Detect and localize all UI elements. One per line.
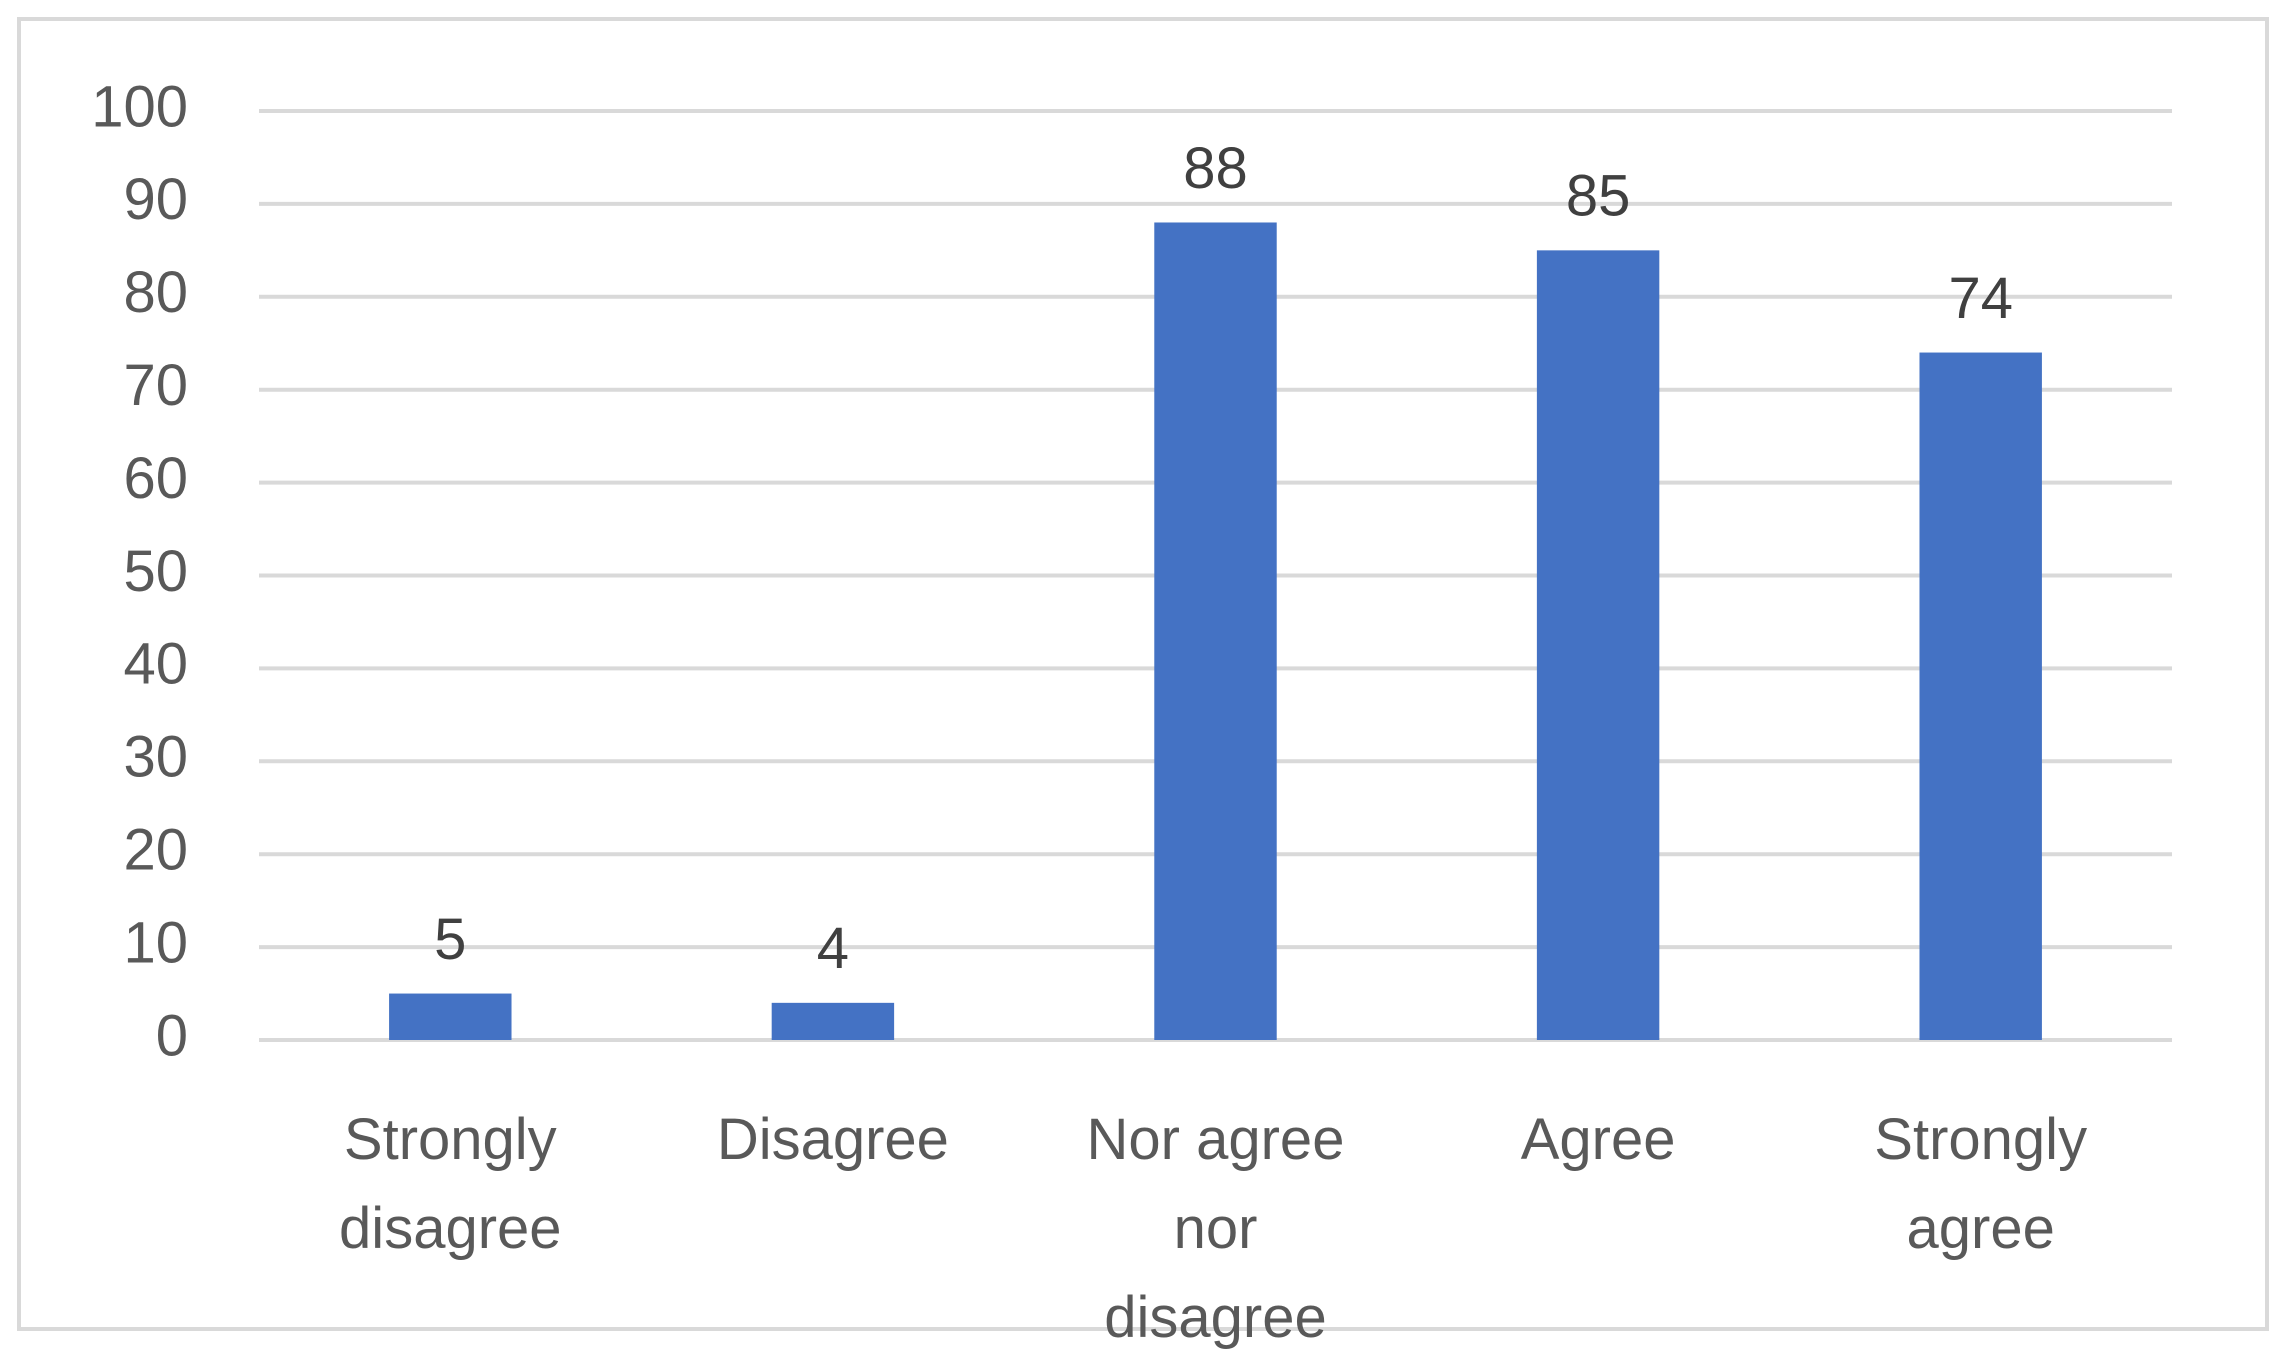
x-tick-label: Disagree — [716, 1107, 949, 1172]
value-label: 4 — [817, 916, 849, 981]
bar — [1154, 222, 1277, 1041]
chart-border — [17, 17, 2269, 1331]
value-label: 5 — [434, 907, 466, 972]
y-tick-label: 30 — [123, 725, 188, 790]
bar — [389, 993, 512, 1040]
bar — [1536, 250, 1660, 1041]
y-tick-label: 0 — [156, 1003, 188, 1068]
x-tick-label: Strongly agree — [1874, 1107, 2088, 1261]
y-tick-label: 70 — [123, 353, 188, 418]
bar — [1919, 352, 2042, 1040]
x-tick-label: Agree — [1520, 1107, 1676, 1172]
bar — [771, 1002, 895, 1040]
y-tick-label: 90 — [123, 167, 188, 232]
y-tick-label: 100 — [91, 74, 188, 139]
x-tick-label: Strongly disagree — [339, 1107, 562, 1261]
y-tick-label: 20 — [123, 818, 188, 883]
y-tick-label: 80 — [123, 260, 188, 325]
value-label: 74 — [1948, 266, 2013, 331]
value-label: 85 — [1566, 164, 1631, 229]
x-tick-label: Nor agree nor disagree — [1086, 1107, 1345, 1350]
y-tick-label: 40 — [123, 632, 188, 697]
y-tick-label: 60 — [123, 446, 188, 511]
y-tick-label: 50 — [123, 539, 188, 604]
y-tick-label: 10 — [123, 910, 188, 975]
value-label: 88 — [1183, 136, 1248, 201]
